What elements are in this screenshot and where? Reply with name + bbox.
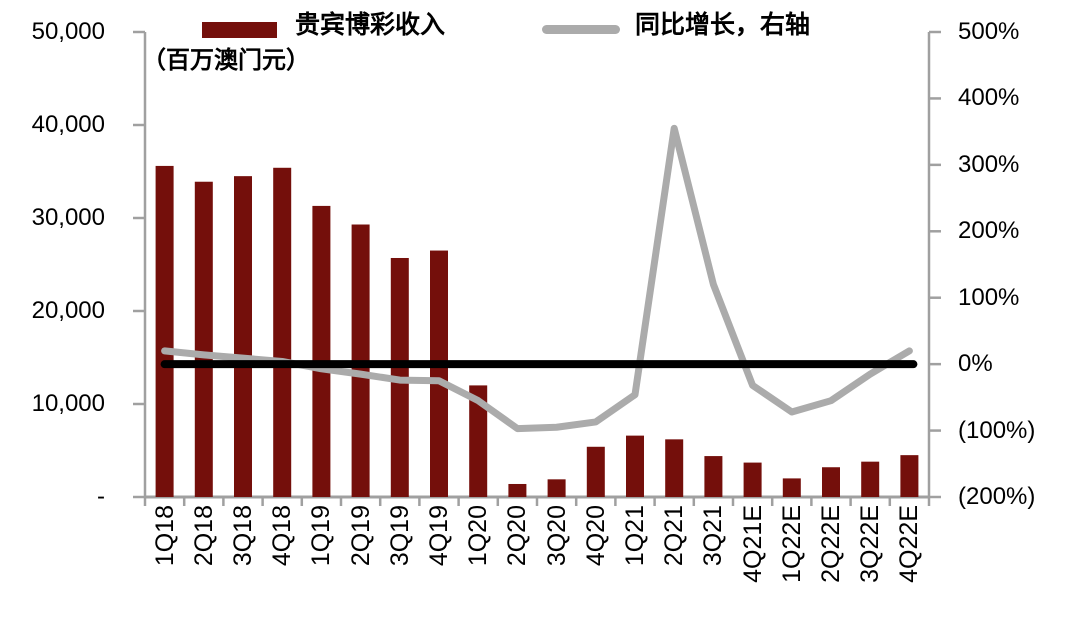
left-axis-tick-label: - [97,483,105,510]
x-axis-category-label: 1Q19 [307,505,336,567]
x-axis-category-label: 2Q21 [660,505,689,567]
bar-4Q18 [273,167,292,497]
bar-series-legend-label: 贵宾博彩收入 [295,11,446,39]
x-axis-category-label: 3Q21 [699,505,728,567]
x-axis-category-label: 2Q19 [346,505,375,567]
right-axis-tick-label: (100%) [958,416,1036,444]
x-axis-category-label: 2Q18 [189,505,218,567]
x-axis-category-label: 3Q18 [229,505,257,567]
bar-2Q20 [508,483,527,497]
x-axis-category-label: 1Q18 [150,505,179,567]
left-axis-unit-label: （百万澳门元） [142,47,310,74]
bar-3Q21 [704,456,723,497]
bar-4Q19 [430,250,448,497]
right-axis-tick-label: 300% [958,150,1020,178]
x-axis-category-label: 4Q18 [268,505,297,567]
left-axis-tick-label: 50,000 [31,18,105,45]
right-axis-tick-label: 0% [958,350,993,378]
bar-2Q22E [822,467,840,497]
x-axis-category-label: 1Q21 [621,505,649,567]
bar-3Q22E [861,461,880,497]
left-axis-tick-label: 10,000 [31,390,105,417]
x-axis-category-label: 3Q19 [385,505,414,567]
bar-1Q18 [155,165,174,498]
x-axis-category-label: 3Q22E [856,505,885,583]
x-axis-category-label: 4Q22E [895,505,924,583]
x-axis-category-label: 3Q20 [542,505,571,567]
left-axis-tick-label: 40,000 [31,111,105,138]
x-axis-category-label: 4Q20 [581,505,610,567]
right-axis-tick-label: 500% [958,18,1020,45]
right-axis-tick-label: 100% [958,283,1020,311]
x-axis-category-label: 2Q22E [817,505,845,583]
x-axis-category-label: 4Q21E [738,505,767,583]
right-axis-tick-label: 200% [958,217,1020,245]
left-axis-tick-label: 20,000 [31,297,105,324]
bar-4Q21E [743,462,762,497]
x-axis-category-label: 1Q22E [777,505,806,583]
left-axis-tick-label: 30,000 [31,204,105,231]
line-series-swatch [542,25,620,34]
x-axis-category-label: 1Q20 [464,505,493,567]
bar-4Q22E [900,455,919,497]
right-axis-tick-label: 400% [958,84,1020,112]
bar-2Q18 [194,181,213,498]
bar-1Q21 [626,435,644,497]
x-axis-category-label: 4Q19 [425,505,453,567]
x-axis-category-label: 2Q20 [503,505,532,567]
right-axis-tick-label: (200%) [958,483,1036,510]
bar-series-swatch [202,22,277,38]
bar-1Q19 [312,205,331,497]
bar-3Q18 [234,176,252,497]
bar-1Q22E [782,478,801,497]
bar-4Q20 [586,446,605,497]
bar-1Q20 [469,385,488,497]
bar-2Q21 [665,439,684,497]
bar-3Q20 [547,479,566,497]
line-series-legend-label: 同比增长，右轴 [635,11,811,39]
